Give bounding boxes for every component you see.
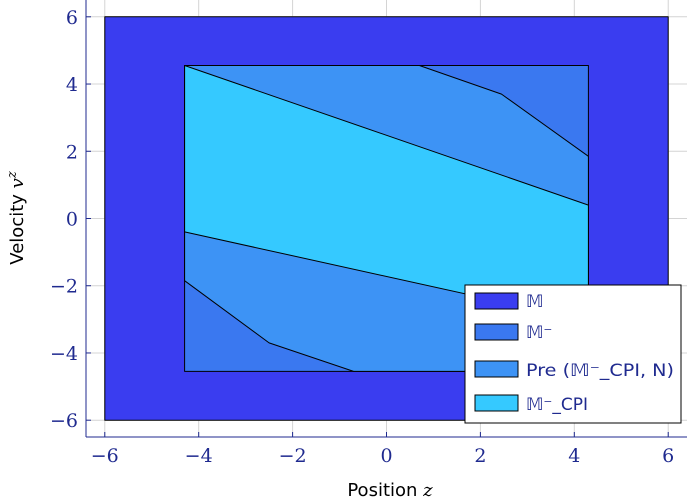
legend-swatch-m [474, 292, 519, 310]
y-tick-label: −4 [50, 343, 78, 365]
legend-swatch-pre [474, 360, 519, 378]
y-tick-label: 4 [66, 74, 78, 96]
x-tick-label: −6 [91, 445, 119, 467]
y-tick-label: 6 [66, 7, 78, 29]
x-tick-label: −2 [279, 445, 307, 467]
y-tick-label: −2 [50, 276, 78, 298]
region-m-cpi [184, 65, 589, 322]
x-tick-label: −4 [185, 445, 213, 467]
y-tick-labels: −6 −4 −2 0 2 4 6 [50, 7, 78, 432]
legend: 𝕄 𝕄⁻ Pre (𝕄⁻_CPI, N) 𝕄⁻_CPI [464, 284, 682, 424]
x-tick-label: 2 [474, 445, 486, 467]
x-tick-labels: −6 −4 −2 0 2 4 6 [91, 445, 674, 467]
legend-swatch-m-minus [474, 323, 519, 341]
legend-label-m: 𝕄 [526, 292, 543, 312]
ticks [86, 16, 669, 437]
y-tick-label: 0 [66, 209, 78, 231]
y-tick-label: −6 [50, 410, 78, 432]
x-axis-label: Position z [347, 480, 433, 501]
x-tick-label: 0 [380, 445, 392, 467]
y-tick-label: 2 [66, 141, 78, 163]
legend-label-m-minus: 𝕄⁻ [526, 323, 552, 343]
y-axis-label: Velocity vz [5, 171, 28, 265]
legend-label-pre: Pre (𝕄⁻_CPI, N) [526, 361, 674, 381]
legend-label-m-cpi: 𝕄⁻_CPI [526, 395, 588, 415]
x-tick-label: 6 [662, 445, 674, 467]
x-tick-label: 4 [568, 445, 580, 467]
legend-swatch-m-cpi [474, 394, 519, 412]
